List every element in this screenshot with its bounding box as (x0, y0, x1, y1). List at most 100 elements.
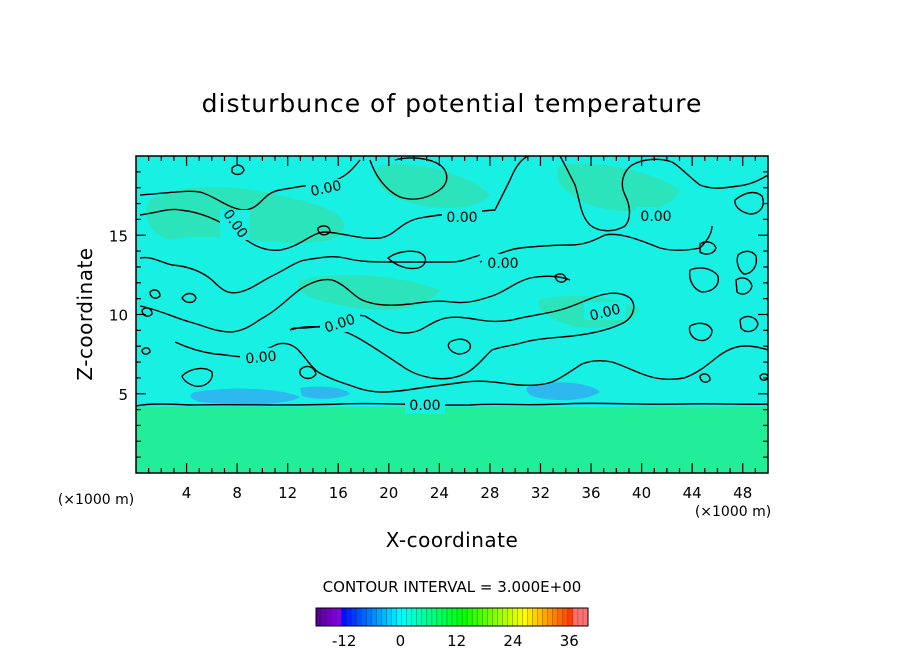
colorbar-cell (361, 608, 367, 626)
colorbar-cell (341, 608, 347, 626)
contour-label: 0.00 (487, 256, 518, 272)
contour-line (299, 365, 317, 380)
y-axis-ticks: 5 10 15 (109, 171, 768, 458)
contour-line (181, 367, 213, 387)
colorbar-cell (527, 608, 533, 626)
interface-contour (136, 402, 768, 407)
x-axis-ticks: 4 8 12 16 20 24 28 32 36 40 44 48 (148, 156, 756, 502)
colorbar-cell (406, 608, 413, 626)
colorbar-cell (326, 608, 332, 626)
colorbar-cell (582, 608, 589, 626)
contour-line (289, 292, 635, 380)
contour-label: 0.00 (588, 301, 622, 324)
colorbar-cell (346, 608, 352, 626)
colorbar-cell (436, 608, 443, 626)
x-tick-label: 24 (430, 484, 449, 502)
y-axis-label: Z-coordinate (73, 247, 97, 380)
contour-line (139, 156, 529, 251)
contour-line (699, 241, 717, 255)
colorbar-frame (315, 607, 589, 627)
contour-line (447, 338, 472, 355)
colorbar-cell (552, 608, 559, 626)
colorbar-cell (502, 608, 508, 626)
contour-line (688, 267, 719, 293)
colorbar-cell (316, 608, 322, 626)
colorbar-ticks: -12 0 12 24 36 (332, 632, 579, 650)
contour-line (736, 250, 758, 275)
colorbar-cell (396, 608, 402, 626)
contour-label: 0.00 (446, 210, 477, 226)
colorbar-cell (507, 608, 513, 626)
colorbar-cell (542, 608, 549, 626)
colorbar-cell (391, 608, 397, 626)
upper-greenish-patch (298, 274, 440, 310)
colorbar-cell (321, 608, 327, 626)
contour-line (317, 225, 331, 236)
colorbar-cell (386, 608, 392, 626)
colorbar-cell (331, 608, 337, 626)
x-tick-label: 28 (480, 484, 499, 502)
cold-patch (190, 388, 300, 405)
contour-line (149, 289, 161, 299)
x-unit-label: (×1000 m) (695, 504, 771, 520)
colorbar-cell (356, 608, 362, 626)
colorbar-cell (441, 608, 448, 626)
colorbar-cell (572, 608, 579, 626)
colorbar-cell (567, 608, 574, 626)
colorbar-cell (517, 608, 523, 626)
colorbar-cell (366, 608, 372, 626)
contour-line (759, 373, 768, 381)
contour-line (174, 341, 768, 393)
colorbar-cell (557, 608, 564, 626)
contour-line (699, 373, 711, 383)
x-tick-label: 32 (531, 484, 550, 502)
contour-interval-label: CONTOUR INTERVAL = 3.000E+00 (323, 578, 582, 596)
colorbar-cell (421, 608, 428, 626)
x-tick-label: 36 (581, 484, 600, 502)
colorbar-cell (351, 608, 357, 626)
colorbar-cell (532, 608, 538, 626)
colorbar-cell (416, 608, 423, 626)
cold-patch (526, 382, 600, 401)
colorbar-cell (431, 608, 438, 626)
contour-line (734, 191, 764, 215)
contour-line (141, 347, 151, 355)
upper-greenish-patch (556, 163, 680, 212)
x-tick-label: 40 (632, 484, 651, 502)
contour-lines (139, 156, 768, 393)
cold-patch (300, 386, 350, 399)
contour-line (231, 164, 245, 176)
contour-line (139, 254, 481, 294)
colorbar-cell (577, 608, 584, 626)
y-tick-label: 5 (118, 386, 128, 404)
contour-line (739, 315, 759, 333)
colorbar-cell (411, 608, 418, 626)
colorbar-cell (487, 608, 493, 626)
y-tick-label: 10 (109, 307, 128, 325)
colorbar-cell (547, 608, 554, 626)
colorbar-cell (381, 608, 387, 626)
colorbar-cell (376, 608, 382, 626)
contour-label: 0.00 (409, 398, 440, 414)
colorbar-tick-label: 12 (447, 632, 466, 650)
contour-label: 0.00 (245, 349, 277, 368)
contour-label: 0.00 (309, 178, 343, 200)
colorbar-cell (462, 608, 468, 626)
colorbar-cell (472, 608, 478, 626)
colorbar (315, 607, 589, 627)
contour-line (735, 277, 753, 295)
colorbar-cell (336, 608, 342, 626)
upper-greenish-patch (375, 164, 490, 209)
x-tick-label: 8 (232, 484, 242, 502)
colorbar-cell (477, 608, 483, 626)
x-tick-label: 4 (182, 484, 192, 502)
colorbar-tick-label: -12 (332, 632, 357, 650)
chart-title: disturbunce of potential temperature (202, 89, 703, 118)
x-tick-label: 44 (683, 484, 702, 502)
contour-line (688, 322, 713, 342)
colorbar-cell (401, 608, 407, 626)
contour-labels: 0.00 0.00 0.00 0.00 0.00 0.00 0.00 0.00 … (220, 178, 676, 414)
colorbar-cell (426, 608, 433, 626)
colorbar-cell (522, 608, 528, 626)
